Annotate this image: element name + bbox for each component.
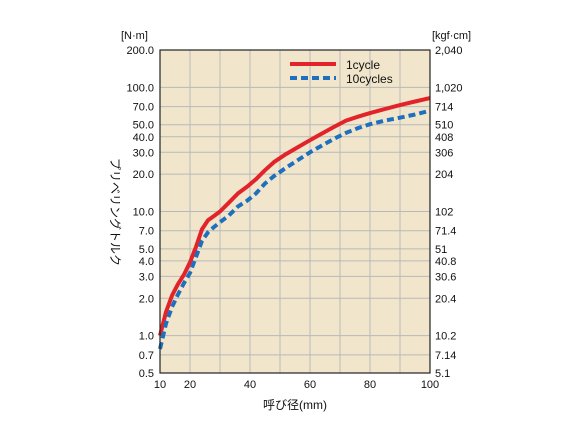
y-tick-label-left: 4.0 <box>139 256 154 268</box>
y-tick-label-right: 10.2 <box>435 331 456 343</box>
x-axis-title: 呼び径(mm) <box>263 398 327 412</box>
y-unit-left: [N·m] <box>121 30 148 42</box>
y-tick-label-right: 1,020 <box>435 82 463 94</box>
y-tick-label-left: 7.0 <box>139 226 154 238</box>
y-tick-label-left: 70.0 <box>133 102 154 114</box>
y-axis-title: プリベリングトルク <box>108 158 122 266</box>
y-tick-label-left: 50.0 <box>133 120 154 132</box>
plot-frame <box>159 49 431 374</box>
legend-label-1cycle: 1cycle <box>346 58 380 72</box>
y-tick-label-left: 0.7 <box>139 350 154 362</box>
y-tick-label-right: 204 <box>435 169 453 181</box>
y-tick-label-right: 7.14 <box>435 350 456 362</box>
y-tick-label-right: 30.6 <box>435 271 456 283</box>
y-tick-label-right: 40.8 <box>435 256 456 268</box>
y-tick-label-left: 3.0 <box>139 271 154 283</box>
x-tick-label: 20 <box>184 379 196 391</box>
axis-labels: 200.0 100.0 70.0 50.040.0 30.0 20.0 10.0 7.0 5.0… <box>126 45 462 391</box>
y-tick-label-right: 714 <box>435 102 453 114</box>
y-tick-label-right: 408 <box>435 132 453 144</box>
y-tick-label-right: 71.4 <box>435 226 456 238</box>
series-line-10cycles <box>158 108 431 350</box>
y-tick-label-left: 5.0 <box>139 244 154 256</box>
y-tick-label-left: 1.0 <box>139 331 154 343</box>
x-tick-label: 100 <box>421 379 439 391</box>
series-line-1cycle <box>158 96 431 337</box>
x-tick-label: 10 <box>154 379 166 391</box>
y-tick-label-left: 200.0 <box>126 45 154 57</box>
y-tick-label-left: 0.5 <box>139 368 154 380</box>
series-lines <box>158 96 431 350</box>
y-tick-label-right: 510 <box>435 120 453 132</box>
y-tick-label-left: 100.0 <box>126 82 154 94</box>
legend-label-10cycles: 10cycles <box>346 72 393 86</box>
y-tick-label-left: 40.0 <box>133 132 154 144</box>
legend: 1cycle 10cycles <box>290 58 393 86</box>
y-tick-label-right: 20.4 <box>435 293 456 305</box>
x-tick-label: 80 <box>364 379 376 391</box>
y-tick-label-left: 10.0 <box>133 207 154 219</box>
y-unit-right: [kgf·cm] <box>432 30 471 42</box>
x-tick-label: 60 <box>304 379 316 391</box>
y-tick-label-left: 2.0 <box>139 293 154 305</box>
grid-lines <box>160 50 430 373</box>
y-tick-label-left: 30.0 <box>133 147 154 159</box>
y-tick-label-right: 306 <box>435 147 453 159</box>
x-tick-label: 40 <box>244 379 256 391</box>
y-tick-label-right: 5.1 <box>435 368 450 380</box>
y-tick-label-right: 51 <box>435 244 447 256</box>
y-tick-label-right: 102 <box>435 207 453 219</box>
y-tick-label-left: 20.0 <box>133 169 154 181</box>
y-tick-label-right: 2,040 <box>435 45 463 57</box>
